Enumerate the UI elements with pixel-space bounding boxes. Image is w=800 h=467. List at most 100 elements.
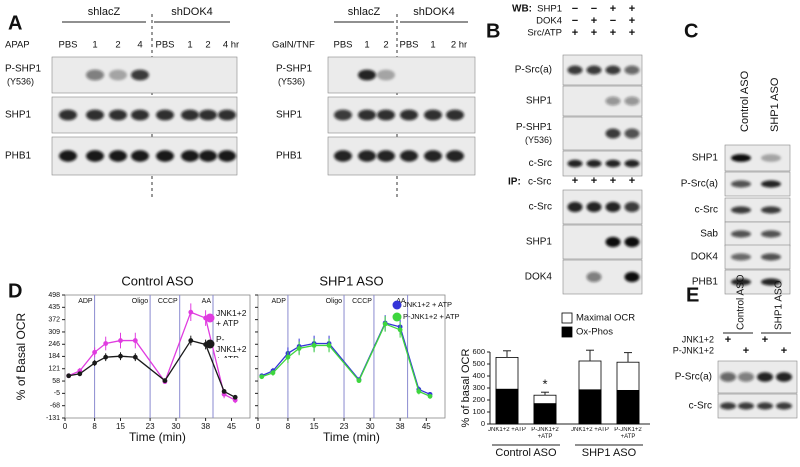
sign: + [610,27,616,39]
panel-label: D [8,280,22,302]
band [624,96,640,106]
band [586,65,602,75]
x-tick-label: 8 [92,422,97,431]
band [738,402,754,410]
sign: − [572,15,578,27]
band [334,150,352,162]
band [131,109,149,121]
sign: + [743,345,749,357]
lane-label: 1 [430,40,435,51]
injection-label: Oligo [326,298,342,305]
y-tick-label: 58 [52,378,60,385]
y-tick-label: 309 [48,329,60,336]
injection-label: ADP [78,298,93,305]
data-point [270,370,276,376]
data-point [285,354,291,360]
band [605,65,621,75]
band [156,109,174,121]
series-line [261,323,431,397]
data-point [382,321,388,327]
lane-label: 1 [364,40,369,51]
band [59,150,77,162]
sign: + [629,15,635,27]
y-tick-label: 246 [48,341,60,348]
band [624,201,640,213]
panel-label: E [686,284,699,306]
band [131,150,149,162]
condition-label: SHP1 [537,4,562,15]
panel-label: B [486,20,500,42]
y-axis-label: % of basal OCR [460,349,472,428]
blot-label: SHP1 [526,237,553,248]
group-label: shlacZ [88,6,121,18]
x-axis-label: Time (min) [323,430,380,444]
sign: + [591,175,597,187]
injection-label: AA [202,298,212,305]
group-label: SHP1 ASO [582,447,637,459]
band [109,109,127,121]
y-tick-label: 372 [48,316,60,323]
x-tick-label: 15 [310,422,319,431]
band [624,236,640,248]
band [605,159,621,168]
blot-label: c-Src [695,205,718,216]
legend-label: Ox-Phos [576,327,613,338]
legend-marker [205,313,215,323]
band [605,201,621,213]
data-point [356,378,362,384]
y-tick-label: 100 [472,407,485,416]
band [377,69,395,81]
injection-label: CCCP [352,298,372,305]
y-tick-label: -5 [54,390,60,397]
legend-label-box: P-JNK1+2 + ATP [403,312,460,321]
sign: + [629,175,635,187]
column-label: Control ASO [736,274,747,330]
band [624,128,640,139]
y-tick-label: 300 [472,383,485,392]
band [377,109,395,121]
data-point [132,354,138,360]
band [446,150,464,162]
group-label: shDOK4 [413,6,455,18]
blot-site: (Y536) [525,135,552,145]
band [567,159,583,168]
injection-label: ADP [272,298,287,305]
lane-label: PBS [399,40,418,51]
band [776,372,792,382]
panel-label: C [684,20,698,42]
band [761,253,781,261]
y-tick-label: -131 [46,415,60,422]
blot-label: P-Src(a) [515,65,552,76]
data-point [118,353,123,359]
x-tick-label: 23 [340,422,349,431]
x-tick-label: 15 [116,422,125,431]
data-point [232,394,238,400]
x-tick-label: 30 [366,422,375,431]
y-tick-label: 184 [48,353,60,360]
bar [533,403,557,425]
x-tick-label: 45 [422,422,431,431]
data-point [188,309,194,315]
x-tick-label: 0 [63,422,68,431]
x-tick-label: 23 [146,422,155,431]
legend-label: P-JNK1+2 + ATP [216,334,247,358]
legend-label-box: JNK1+2 + ATP [403,300,452,309]
band [731,206,751,214]
band [131,69,149,81]
band [757,372,773,382]
x-tick-label: 38 [396,422,405,431]
lane-label: 2 [383,40,388,51]
panel-label: A [8,12,22,34]
column-label: Control ASO [739,70,751,132]
legend-marker [205,339,215,349]
sign: + [591,15,597,27]
band [731,253,751,261]
band [218,109,236,121]
sign: + [610,175,616,187]
blot-label: P-SHP1 [516,122,553,133]
sign: + [572,175,578,187]
blot-label: PHB1 [276,151,303,162]
sign: − [591,3,597,15]
band [731,180,751,188]
x-tick-label-box: P-JNK1+2 +ATP [531,427,559,440]
